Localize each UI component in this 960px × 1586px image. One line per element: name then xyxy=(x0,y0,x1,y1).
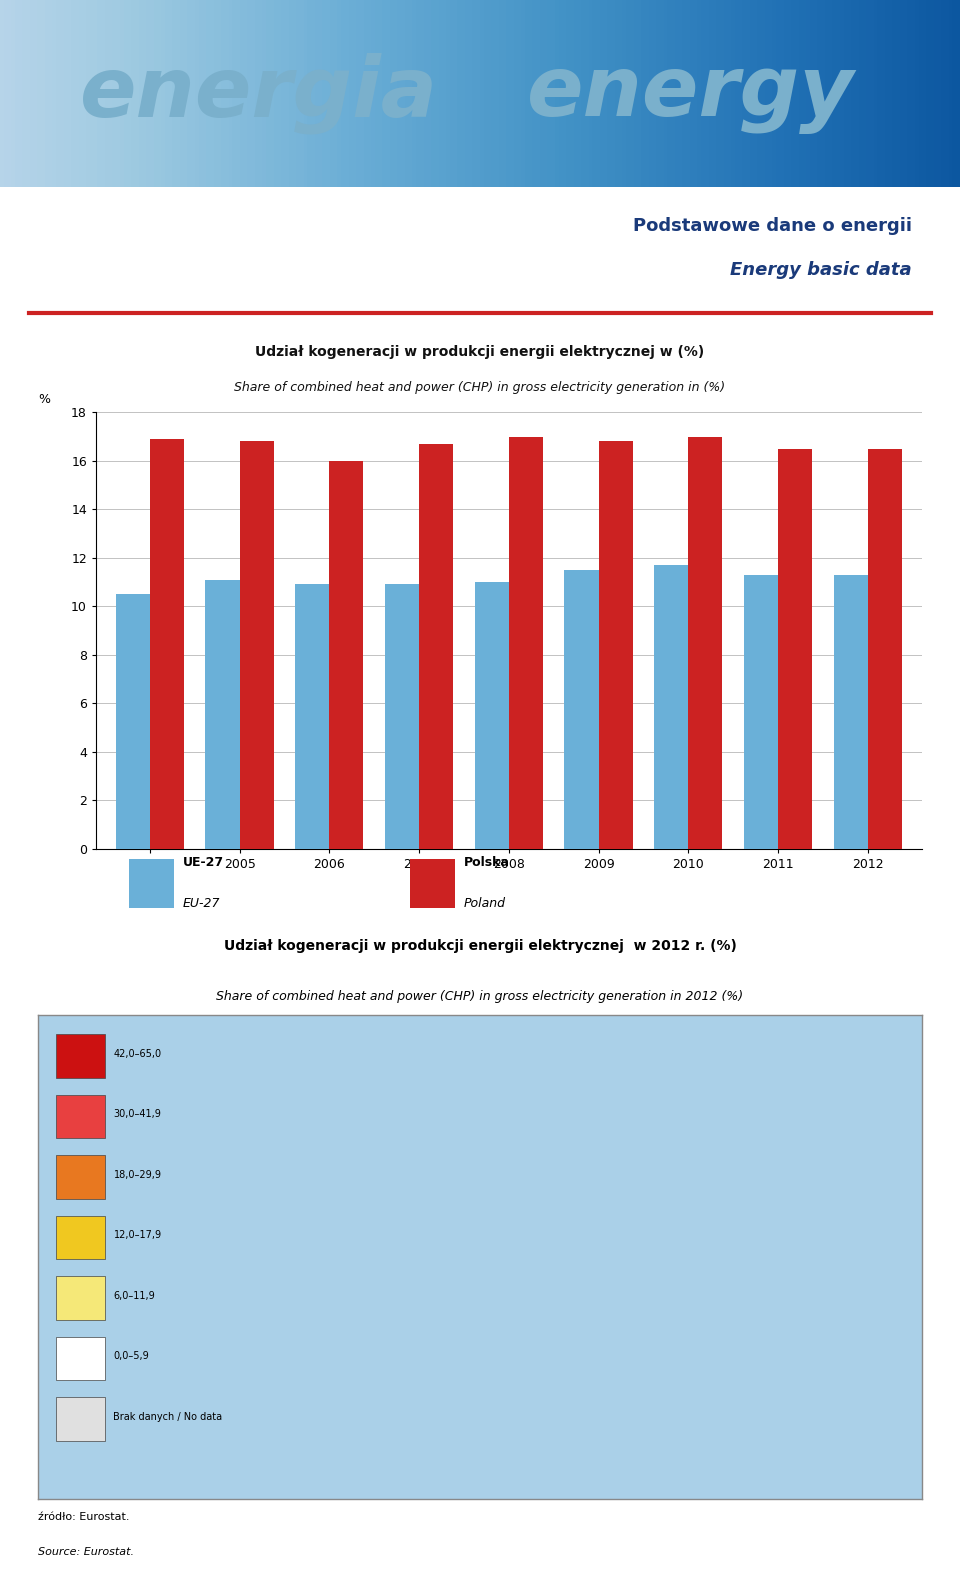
Bar xyxy=(205,579,240,849)
Text: energia: energia xyxy=(81,52,438,135)
Text: 6,0–11,9: 6,0–11,9 xyxy=(113,1291,156,1301)
Text: EU-27: EU-27 xyxy=(182,896,220,910)
Text: 30,0–41,9: 30,0–41,9 xyxy=(113,1109,161,1120)
Text: %: % xyxy=(38,393,50,406)
Bar xyxy=(420,444,453,849)
Text: 42,0–65,0: 42,0–65,0 xyxy=(113,1048,161,1059)
Text: Udział kogeneracji w produkcji energii elektrycznej w (%): Udział kogeneracji w produkcji energii e… xyxy=(255,346,705,360)
Text: Share of combined heat and power (CHP) in gross electricity generation in 2012 (: Share of combined heat and power (CHP) i… xyxy=(216,990,744,1002)
Text: Energy basic data: Energy basic data xyxy=(731,260,912,279)
Text: Podstawowe dane o energii: Podstawowe dane o energii xyxy=(633,217,912,235)
Bar xyxy=(240,441,274,849)
Bar xyxy=(150,439,184,849)
Text: źródło: Eurostat.: źródło: Eurostat. xyxy=(38,1511,130,1521)
Bar xyxy=(56,1034,105,1078)
Bar xyxy=(56,1277,105,1320)
Text: Udział kogeneracji w produkcji energii elektrycznej  w 2012 r. (%): Udział kogeneracji w produkcji energii e… xyxy=(224,939,736,953)
Text: energy: energy xyxy=(527,52,855,135)
Text: Poland: Poland xyxy=(464,896,505,910)
Bar xyxy=(116,595,150,849)
Bar xyxy=(744,574,778,849)
Text: Polska: Polska xyxy=(464,856,509,869)
Bar xyxy=(385,584,420,849)
Bar xyxy=(329,462,364,849)
Text: Source: Eurostat.: Source: Eurostat. xyxy=(38,1548,134,1557)
FancyBboxPatch shape xyxy=(129,860,175,909)
Bar xyxy=(654,565,688,849)
Bar xyxy=(868,449,901,849)
Text: Brak danych / No data: Brak danych / No data xyxy=(113,1412,223,1421)
Bar xyxy=(56,1094,105,1139)
Text: Share of combined heat and power (CHP) in gross electricity generation in (%): Share of combined heat and power (CHP) i… xyxy=(234,381,726,393)
Bar xyxy=(56,1155,105,1199)
Bar xyxy=(833,574,868,849)
Bar xyxy=(688,436,722,849)
Bar xyxy=(296,584,329,849)
FancyBboxPatch shape xyxy=(410,860,455,909)
Text: 18,0–29,9: 18,0–29,9 xyxy=(113,1169,161,1180)
Bar xyxy=(509,436,543,849)
Bar xyxy=(598,441,633,849)
Text: UE-27: UE-27 xyxy=(182,856,224,869)
Bar xyxy=(56,1216,105,1259)
Bar xyxy=(474,582,509,849)
Bar xyxy=(778,449,812,849)
Bar xyxy=(56,1337,105,1380)
Bar xyxy=(56,1397,105,1440)
Text: 0,0–5,9: 0,0–5,9 xyxy=(113,1351,149,1361)
Bar xyxy=(564,569,598,849)
Text: 12,0–17,9: 12,0–17,9 xyxy=(113,1231,161,1240)
